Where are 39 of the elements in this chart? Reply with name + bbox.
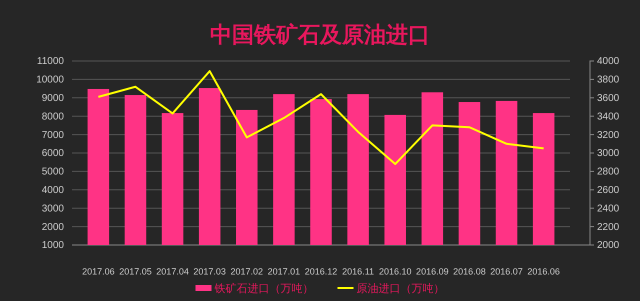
y-tick-label: 1000 bbox=[42, 240, 64, 252]
y2-tick-label: 2000 bbox=[597, 240, 620, 252]
x-tick-label: 2016.07 bbox=[490, 266, 523, 276]
y2-tick-label: 2800 bbox=[597, 166, 620, 178]
y-tick-label: 3000 bbox=[42, 203, 64, 214]
y2-tick-label: 3400 bbox=[597, 111, 620, 122]
y-tick-label: 6000 bbox=[42, 148, 64, 160]
y-tick-label: 9000 bbox=[42, 93, 64, 104]
x-tick-label: 2016.12 bbox=[304, 266, 338, 276]
y-tick-label: 10000 bbox=[36, 74, 64, 86]
x-tick-label: 2016.11 bbox=[342, 266, 374, 276]
y2-tick-label: 2600 bbox=[597, 185, 620, 196]
y2-tick-label: 2200 bbox=[597, 222, 620, 233]
legend-label: 原油进口（万吨） bbox=[356, 282, 444, 295]
y2-tick-label: 4000 bbox=[597, 56, 620, 68]
y2-tick-label: 3600 bbox=[597, 93, 620, 104]
y2-tick-label: 2400 bbox=[597, 203, 620, 214]
x-tick-label: 2016.06 bbox=[527, 266, 560, 276]
line-series bbox=[97, 70, 545, 166]
y-tick-label: 5000 bbox=[42, 166, 64, 178]
y-tick-label: 2000 bbox=[42, 222, 64, 233]
x-tick-label: 2017.04 bbox=[156, 266, 189, 276]
x-tick-label: 2017.01 bbox=[268, 266, 300, 276]
x-tick-label: 2017.05 bbox=[119, 266, 152, 276]
x-tick-label: 2017.06 bbox=[82, 266, 115, 276]
chart-title: 中国铁矿石及原油进口 bbox=[210, 22, 430, 48]
y-tick-label: 8000 bbox=[42, 111, 64, 122]
x-tick-label: 2016.10 bbox=[378, 266, 412, 276]
y-tick-label: 4000 bbox=[42, 185, 64, 196]
x-tick-label: 2016.09 bbox=[416, 266, 449, 276]
legend-label: 铁矿石进口（万吨） bbox=[214, 282, 314, 295]
x-tick-label: 2017.03 bbox=[193, 266, 226, 276]
y2-tick-label: 3000 bbox=[597, 148, 620, 160]
x-tick-label: 2017.02 bbox=[230, 266, 264, 276]
y-tick-label: 7000 bbox=[42, 130, 64, 141]
x-tick-label: 2016.08 bbox=[453, 266, 486, 276]
y2-tick-label: 3200 bbox=[597, 130, 620, 141]
y-tick-label: 11000 bbox=[36, 56, 64, 68]
y2-tick-label: 3800 bbox=[597, 74, 620, 86]
